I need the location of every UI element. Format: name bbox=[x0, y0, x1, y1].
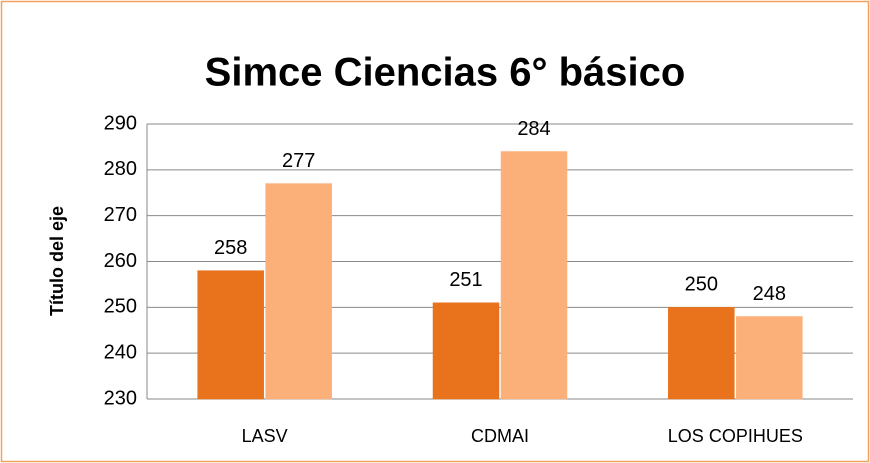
value-label: 251 bbox=[449, 269, 482, 291]
x-tick-label: CDMAI bbox=[471, 426, 529, 446]
bar-shade bbox=[432, 302, 500, 400]
value-label: 277 bbox=[282, 150, 315, 172]
y-tick-label: 280 bbox=[104, 158, 137, 180]
y-tick-label: 230 bbox=[104, 387, 137, 409]
y-tick-label: 240 bbox=[104, 341, 137, 363]
y-tick-label: 270 bbox=[104, 204, 137, 226]
bar-shade bbox=[668, 307, 735, 400]
value-label: 250 bbox=[685, 274, 718, 296]
value-label: 248 bbox=[753, 283, 786, 305]
x-tick-label: LOS COPIHUES bbox=[668, 426, 803, 446]
bar-shade bbox=[736, 316, 803, 400]
x-tick-label: LASV bbox=[242, 426, 288, 446]
bar-shade bbox=[265, 183, 332, 400]
bar-shade bbox=[197, 270, 264, 400]
value-label: 284 bbox=[517, 118, 550, 140]
value-label: 258 bbox=[214, 237, 247, 259]
y-tick-label: 250 bbox=[104, 296, 137, 318]
y-axis-title: Título del eje bbox=[47, 206, 67, 316]
bar-shade bbox=[500, 151, 568, 400]
y-tick-label: 290 bbox=[104, 112, 137, 134]
chart-title: Simce Ciencias 6° básico bbox=[205, 51, 686, 95]
y-tick-label: 260 bbox=[104, 250, 137, 272]
